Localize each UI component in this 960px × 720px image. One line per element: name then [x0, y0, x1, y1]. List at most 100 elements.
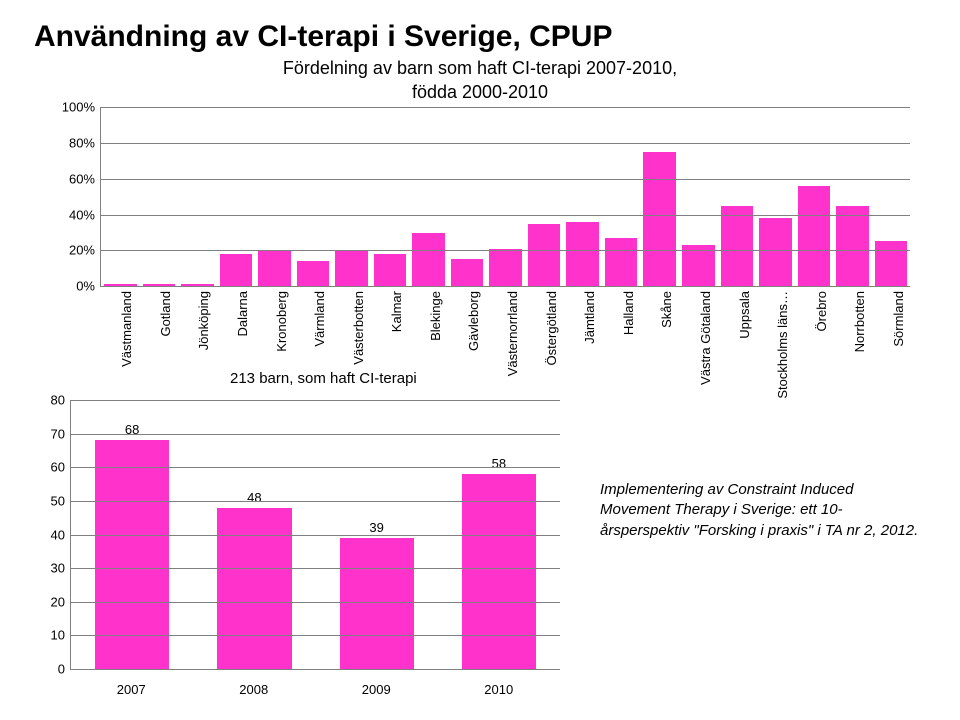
- y-tick-label: 10: [51, 628, 71, 643]
- y-tick-label: 20%: [69, 243, 101, 258]
- caption-text: Implementering av Constraint Induced Mov…: [570, 400, 930, 700]
- bar-value-label: 68: [125, 422, 139, 437]
- x-label: 2007: [70, 678, 193, 700]
- y-tick-label: 60: [51, 460, 71, 475]
- x-label-text: Västerbotten: [351, 291, 366, 365]
- y-tick-label: 40: [51, 527, 71, 542]
- gridline: [71, 400, 560, 401]
- x-label: Blekinge: [409, 287, 448, 407]
- x-label-text: Skåne: [659, 291, 674, 328]
- bar: [528, 224, 561, 287]
- gridline: [101, 250, 910, 251]
- x-label-text: Dalarna: [235, 291, 250, 337]
- gridline: [71, 535, 560, 536]
- bar: [489, 249, 522, 287]
- top-chart-bars: [101, 107, 910, 286]
- y-tick-label: 60%: [69, 171, 101, 186]
- bar: [374, 254, 407, 286]
- x-label: Stockholms läns…: [756, 287, 795, 407]
- x-label: Kronoberg: [254, 287, 293, 407]
- x-label: Västerbotten: [331, 287, 370, 407]
- y-tick-label: 0%: [76, 279, 101, 294]
- subtitle-line1: Fördelning av barn som haft CI-terapi 20…: [30, 58, 930, 80]
- x-label-text: Värmland: [312, 291, 327, 347]
- top-chart-plot: 0%20%40%60%80%100%: [100, 107, 910, 287]
- y-tick-label: 80: [51, 393, 71, 408]
- bar: 39: [340, 538, 414, 669]
- slide: Användning av CI-terapi i Sverige, CPUP …: [0, 0, 960, 720]
- x-label-text: Jönköping: [196, 291, 211, 350]
- x-label: Sörmland: [872, 287, 911, 407]
- x-label: Uppsala: [717, 287, 756, 407]
- y-tick-label: 30: [51, 561, 71, 576]
- mid-caption: 213 barn, som haft CI-terapi: [230, 370, 417, 387]
- bar: [220, 254, 253, 286]
- y-tick-label: 70: [51, 426, 71, 441]
- page-title: Användning av CI-terapi i Sverige, CPUP: [34, 20, 930, 54]
- gridline: [71, 501, 560, 502]
- gridline: [101, 179, 910, 180]
- y-tick-label: 100%: [62, 100, 101, 115]
- x-label: Örebro: [794, 287, 833, 407]
- y-tick-label: 20: [51, 594, 71, 609]
- x-label: Värmland: [293, 287, 332, 407]
- bar: [875, 241, 908, 286]
- bar: [605, 238, 638, 286]
- x-label: 2009: [315, 678, 438, 700]
- x-label-text: Västernorrland: [505, 291, 520, 376]
- x-label: Gävleborg: [447, 287, 486, 407]
- bar: [836, 206, 869, 287]
- x-label-text: Uppsala: [737, 291, 752, 339]
- bar: [412, 233, 445, 287]
- x-label-text: Gotland: [158, 291, 173, 337]
- bottom-chart-plot: 68483958 01020304050607080: [70, 400, 560, 670]
- y-tick-label: 40%: [69, 207, 101, 222]
- x-label-text: Östergötland: [544, 291, 559, 365]
- x-label: Västernorrland: [486, 287, 525, 407]
- gridline: [71, 568, 560, 569]
- x-label-text: Gävleborg: [466, 291, 481, 351]
- x-label-text: Sörmland: [891, 291, 906, 347]
- x-label-text: Halland: [621, 291, 636, 335]
- x-label: 2010: [438, 678, 561, 700]
- gridline: [101, 143, 910, 144]
- gridline: [101, 107, 910, 108]
- bar: [258, 250, 291, 286]
- bar: [297, 261, 330, 286]
- bar: [451, 259, 484, 286]
- gridline: [71, 434, 560, 435]
- x-label-text: Jämtland: [582, 291, 597, 344]
- x-label: 2008: [193, 678, 316, 700]
- y-tick-label: 0: [58, 662, 71, 677]
- x-label-text: Örebro: [814, 291, 829, 331]
- y-tick-label: 50: [51, 493, 71, 508]
- bottom-chart-xlabels: 2007200820092010: [70, 678, 560, 700]
- x-label: Gotland: [139, 287, 178, 407]
- bar-value-label: 48: [247, 490, 261, 505]
- bar-value-label: 39: [369, 520, 383, 535]
- x-label: Västra Götaland: [679, 287, 718, 407]
- bar: [759, 218, 792, 286]
- top-chart-xlabels: Västmanland Gotland Jönköping Dalarna Kronob…: [100, 287, 910, 407]
- x-label: Skåne: [640, 287, 679, 407]
- x-label-text: Västmanland: [119, 291, 134, 367]
- bar: [643, 152, 676, 286]
- x-label-text: Stockholms läns…: [775, 291, 790, 399]
- x-label-text: Kalmar: [389, 291, 404, 332]
- gridline: [71, 467, 560, 468]
- x-label-text: Blekinge: [428, 291, 443, 341]
- bar: [721, 206, 754, 287]
- x-label: Jönköping: [177, 287, 216, 407]
- x-label-text: Kronoberg: [274, 291, 289, 352]
- bar-value-label: 58: [492, 456, 506, 471]
- bottom-row: 68483958 01020304050607080 2007200820092…: [30, 400, 930, 700]
- gridline: [71, 602, 560, 603]
- bar: [335, 250, 368, 286]
- x-label: Kalmar: [370, 287, 409, 407]
- x-label-text: Västra Götaland: [698, 291, 713, 385]
- bar: [566, 222, 599, 286]
- bar: [798, 186, 831, 286]
- subtitle-line2: födda 2000-2010: [30, 82, 930, 104]
- bar: 58: [462, 474, 536, 669]
- x-label: Halland: [602, 287, 641, 407]
